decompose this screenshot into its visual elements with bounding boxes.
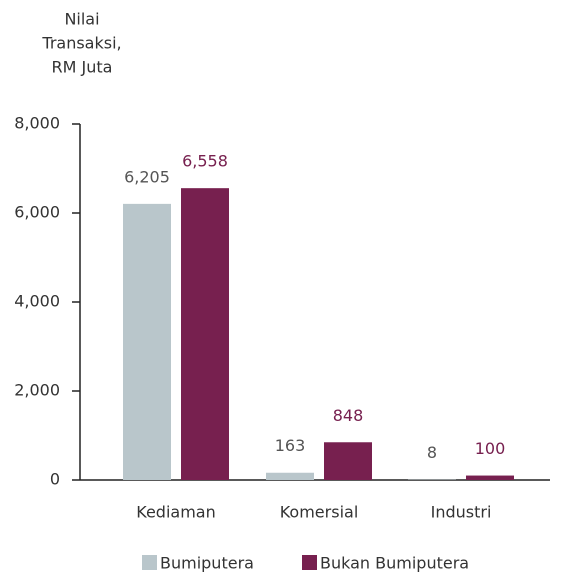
y-axis-label: Transaksi, bbox=[41, 34, 121, 53]
data-label: 8 bbox=[427, 443, 437, 462]
legend-label: Bukan Bumiputera bbox=[320, 554, 469, 572]
legend-swatch bbox=[142, 555, 157, 570]
legend-label: Bumiputera bbox=[160, 554, 254, 572]
data-label: 163 bbox=[275, 436, 306, 455]
y-axis-label: Nilai bbox=[64, 10, 99, 29]
y-tick-label: 4,000 bbox=[14, 292, 60, 311]
y-tick-label: 2,000 bbox=[14, 381, 60, 400]
x-tick-label: Komersial bbox=[280, 503, 359, 522]
bar bbox=[123, 203, 171, 480]
x-tick-label: Industri bbox=[431, 503, 492, 522]
y-tick-label: 6,000 bbox=[14, 203, 60, 222]
data-label: 100 bbox=[475, 439, 506, 458]
y-tick-label: 0 bbox=[50, 470, 60, 489]
data-label: 6,558 bbox=[182, 152, 228, 171]
y-axis-label: RM Juta bbox=[52, 58, 113, 77]
bar bbox=[266, 472, 314, 480]
bar bbox=[324, 442, 372, 480]
data-label: 6,205 bbox=[124, 167, 170, 186]
x-tick-label: Kediaman bbox=[136, 503, 215, 522]
data-label: 848 bbox=[333, 406, 364, 425]
legend-swatch bbox=[302, 555, 317, 570]
bar bbox=[181, 188, 229, 480]
bar bbox=[466, 475, 514, 480]
y-tick-label: 8,000 bbox=[14, 114, 60, 133]
